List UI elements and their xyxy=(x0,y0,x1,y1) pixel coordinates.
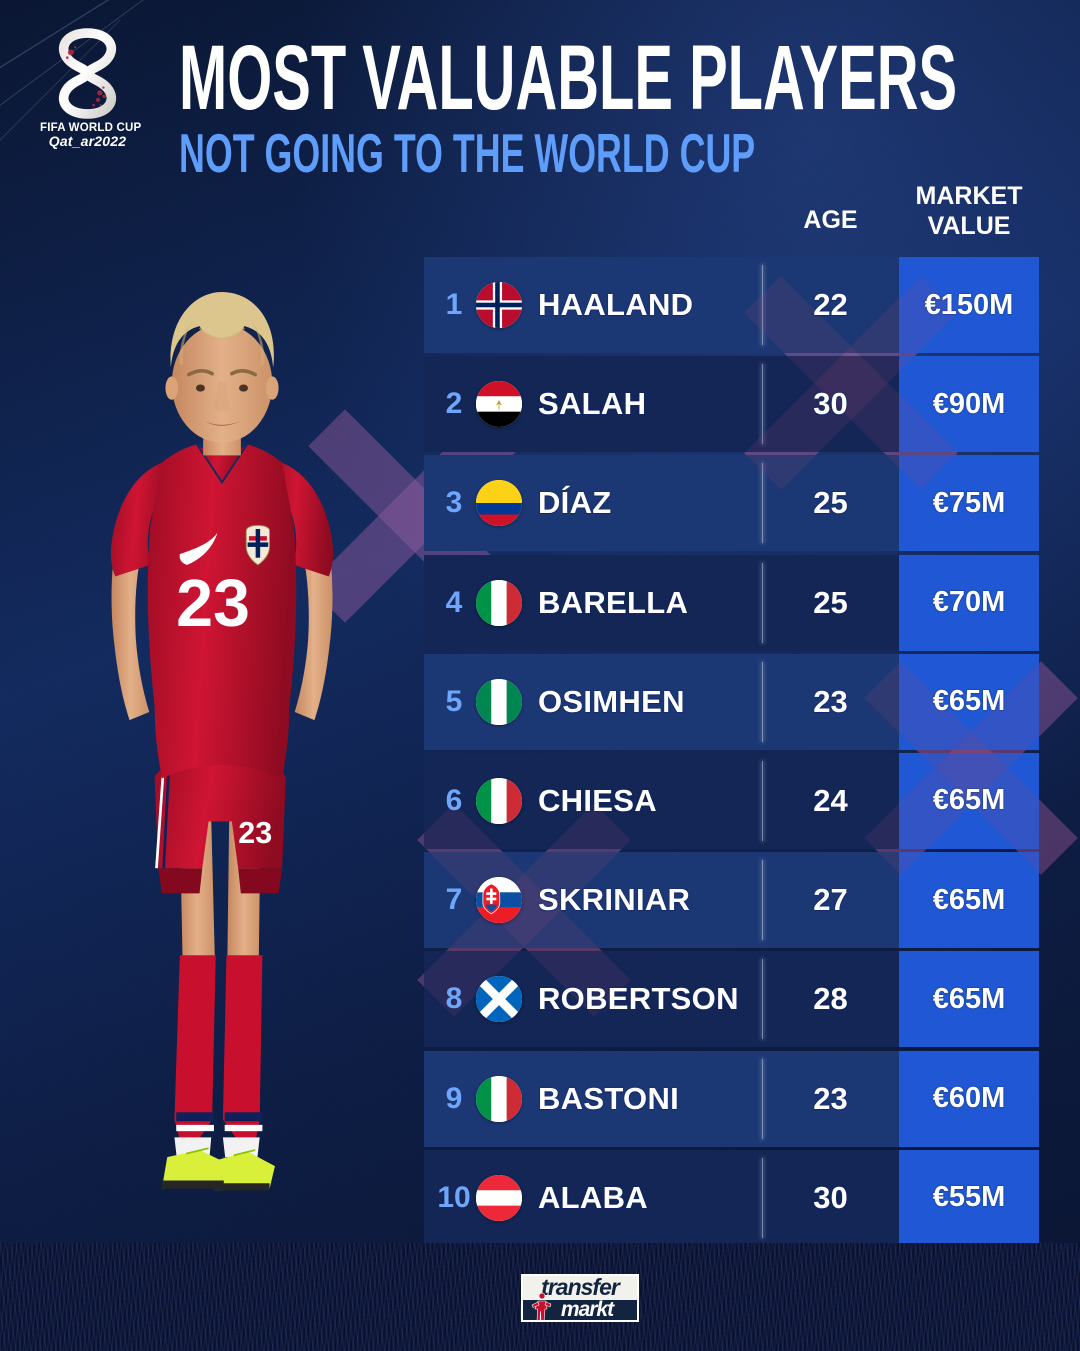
svg-text:23: 23 xyxy=(238,816,272,850)
svg-text:23: 23 xyxy=(176,567,250,641)
